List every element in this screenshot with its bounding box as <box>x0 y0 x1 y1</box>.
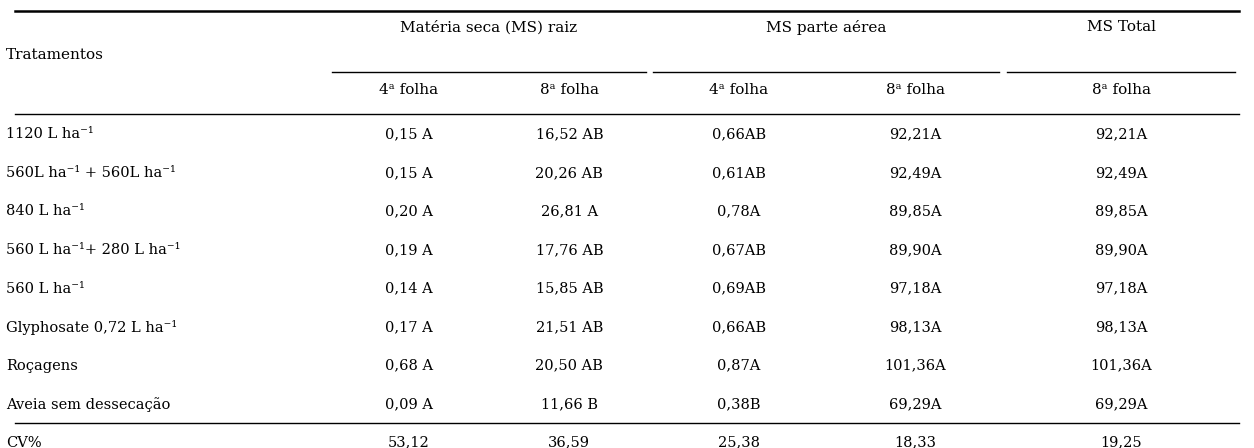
Text: Tratamentos: Tratamentos <box>6 48 104 62</box>
Text: 4ᵃ folha: 4ᵃ folha <box>709 82 769 97</box>
Text: 98,13A: 98,13A <box>1095 320 1147 334</box>
Text: 0,67AB: 0,67AB <box>711 243 766 257</box>
Text: 0,38B: 0,38B <box>717 397 760 411</box>
Text: 0,17 A: 0,17 A <box>385 320 433 334</box>
Text: 89,90A: 89,90A <box>1095 243 1147 257</box>
Text: 11,66 B: 11,66 B <box>540 397 598 411</box>
Text: 101,36A: 101,36A <box>884 358 947 373</box>
Text: CV%: CV% <box>6 435 41 448</box>
Text: 21,51 AB: 21,51 AB <box>535 320 603 334</box>
Text: 0,69AB: 0,69AB <box>711 281 766 296</box>
Text: 98,13A: 98,13A <box>889 320 942 334</box>
Text: 92,49A: 92,49A <box>889 166 942 180</box>
Text: 0,66AB: 0,66AB <box>711 127 766 142</box>
Text: Roçagens: Roçagens <box>6 358 78 373</box>
Text: 92,21A: 92,21A <box>889 127 942 142</box>
Text: Matéria seca (MS) raiz: Matéria seca (MS) raiz <box>400 20 578 34</box>
Text: 36,59: 36,59 <box>548 435 591 448</box>
Text: 0,20 A: 0,20 A <box>385 204 433 219</box>
Text: 1120 L ha⁻¹: 1120 L ha⁻¹ <box>6 127 94 142</box>
Text: 97,18A: 97,18A <box>889 281 942 296</box>
Text: 8ᵃ folha: 8ᵃ folha <box>885 82 946 97</box>
Text: 840 L ha⁻¹: 840 L ha⁻¹ <box>6 204 85 219</box>
Text: 17,76 AB: 17,76 AB <box>535 243 603 257</box>
Text: 89,90A: 89,90A <box>889 243 942 257</box>
Text: 101,36A: 101,36A <box>1090 358 1152 373</box>
Text: 0,68 A: 0,68 A <box>385 358 433 373</box>
Text: 18,33: 18,33 <box>894 435 937 448</box>
Text: 25,38: 25,38 <box>717 435 760 448</box>
Text: 0,61AB: 0,61AB <box>712 166 765 180</box>
Text: 16,52 AB: 16,52 AB <box>535 127 603 142</box>
Text: 0,87A: 0,87A <box>717 358 760 373</box>
Text: 560 L ha⁻¹: 560 L ha⁻¹ <box>6 281 85 296</box>
Text: 0,19 A: 0,19 A <box>385 243 433 257</box>
Text: 0,15 A: 0,15 A <box>385 127 433 142</box>
Text: 89,85A: 89,85A <box>1095 204 1147 219</box>
Text: 8ᵃ folha: 8ᵃ folha <box>1091 82 1151 97</box>
Text: 20,50 AB: 20,50 AB <box>535 358 603 373</box>
Text: 53,12: 53,12 <box>387 435 430 448</box>
Text: 0,78A: 0,78A <box>717 204 760 219</box>
Text: 0,09 A: 0,09 A <box>385 397 433 411</box>
Text: 69,29A: 69,29A <box>1095 397 1147 411</box>
Text: 89,85A: 89,85A <box>889 204 942 219</box>
Text: Aveia sem dessecação: Aveia sem dessecação <box>6 396 171 412</box>
Text: 0,66AB: 0,66AB <box>711 320 766 334</box>
Text: 26,81 A: 26,81 A <box>540 204 598 219</box>
Text: 69,29A: 69,29A <box>889 397 942 411</box>
Text: Glyphosate 0,72 L ha⁻¹: Glyphosate 0,72 L ha⁻¹ <box>6 319 178 335</box>
Text: 0,15 A: 0,15 A <box>385 166 433 180</box>
Text: 20,26 AB: 20,26 AB <box>535 166 603 180</box>
Text: 15,85 AB: 15,85 AB <box>535 281 603 296</box>
Text: 97,18A: 97,18A <box>1095 281 1147 296</box>
Text: 19,25: 19,25 <box>1100 435 1142 448</box>
Text: 560 L ha⁻¹+ 280 L ha⁻¹: 560 L ha⁻¹+ 280 L ha⁻¹ <box>6 243 181 257</box>
Text: MS parte aérea: MS parte aérea <box>766 20 887 35</box>
Text: 92,21A: 92,21A <box>1095 127 1147 142</box>
Text: 92,49A: 92,49A <box>1095 166 1147 180</box>
Text: 8ᵃ folha: 8ᵃ folha <box>539 82 599 97</box>
Text: 0,14 A: 0,14 A <box>385 281 433 296</box>
Text: MS Total: MS Total <box>1086 20 1156 34</box>
Text: 560L ha⁻¹ + 560L ha⁻¹: 560L ha⁻¹ + 560L ha⁻¹ <box>6 166 176 180</box>
Text: 4ᵃ folha: 4ᵃ folha <box>379 82 439 97</box>
